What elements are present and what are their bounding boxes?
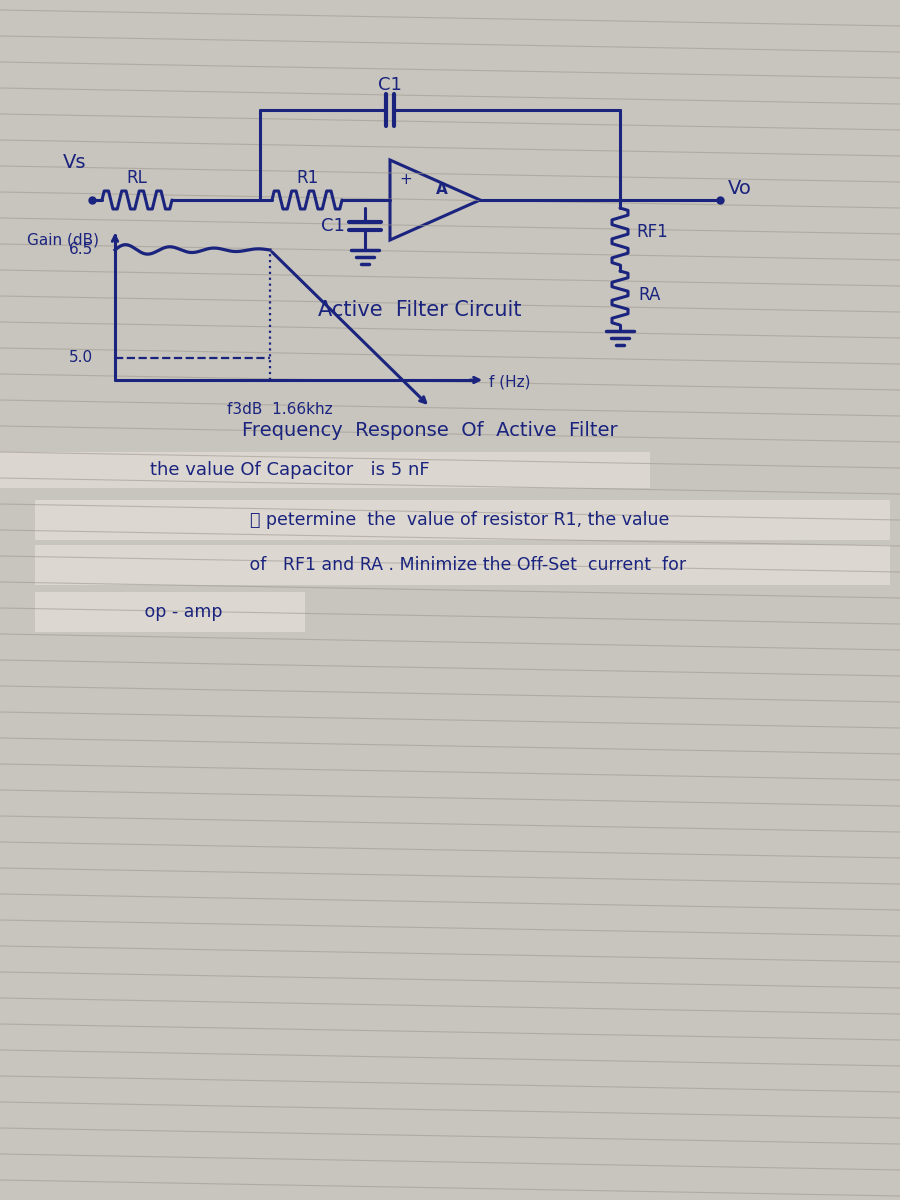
Text: RA: RA bbox=[639, 286, 662, 304]
Text: op - amp: op - amp bbox=[128, 602, 222, 622]
Text: C1: C1 bbox=[321, 217, 345, 235]
Text: of   RF1 and RA . Minimize the Off-Set  current  for: of RF1 and RA . Minimize the Off-Set cur… bbox=[233, 556, 687, 574]
Text: the value Of Capacitor   is 5 nF: the value Of Capacitor is 5 nF bbox=[150, 461, 430, 479]
Text: RL: RL bbox=[127, 169, 148, 187]
Text: ⓞ petermine  the  value of resistor R1, the value: ⓞ petermine the value of resistor R1, th… bbox=[250, 511, 670, 529]
FancyBboxPatch shape bbox=[35, 545, 890, 584]
Text: A: A bbox=[436, 182, 448, 198]
Text: 5.0: 5.0 bbox=[69, 350, 93, 366]
FancyBboxPatch shape bbox=[0, 452, 650, 488]
Text: Frequency  Response  Of  Active  Filter: Frequency Response Of Active Filter bbox=[242, 420, 617, 439]
Text: Gain (dB): Gain (dB) bbox=[27, 233, 99, 247]
Text: R1: R1 bbox=[296, 169, 318, 187]
Text: RF1: RF1 bbox=[636, 223, 668, 241]
Text: f3dB  1.66khz: f3dB 1.66khz bbox=[227, 402, 333, 418]
Text: +: + bbox=[400, 173, 412, 187]
Text: Vs: Vs bbox=[63, 152, 86, 172]
Text: C1: C1 bbox=[378, 76, 402, 94]
Text: 6.5: 6.5 bbox=[68, 242, 93, 258]
Text: Active  Filter Circuit: Active Filter Circuit bbox=[319, 300, 522, 320]
FancyBboxPatch shape bbox=[35, 500, 890, 540]
Text: f (Hz): f (Hz) bbox=[490, 374, 531, 390]
FancyBboxPatch shape bbox=[35, 592, 305, 632]
Text: Vo: Vo bbox=[728, 179, 752, 198]
